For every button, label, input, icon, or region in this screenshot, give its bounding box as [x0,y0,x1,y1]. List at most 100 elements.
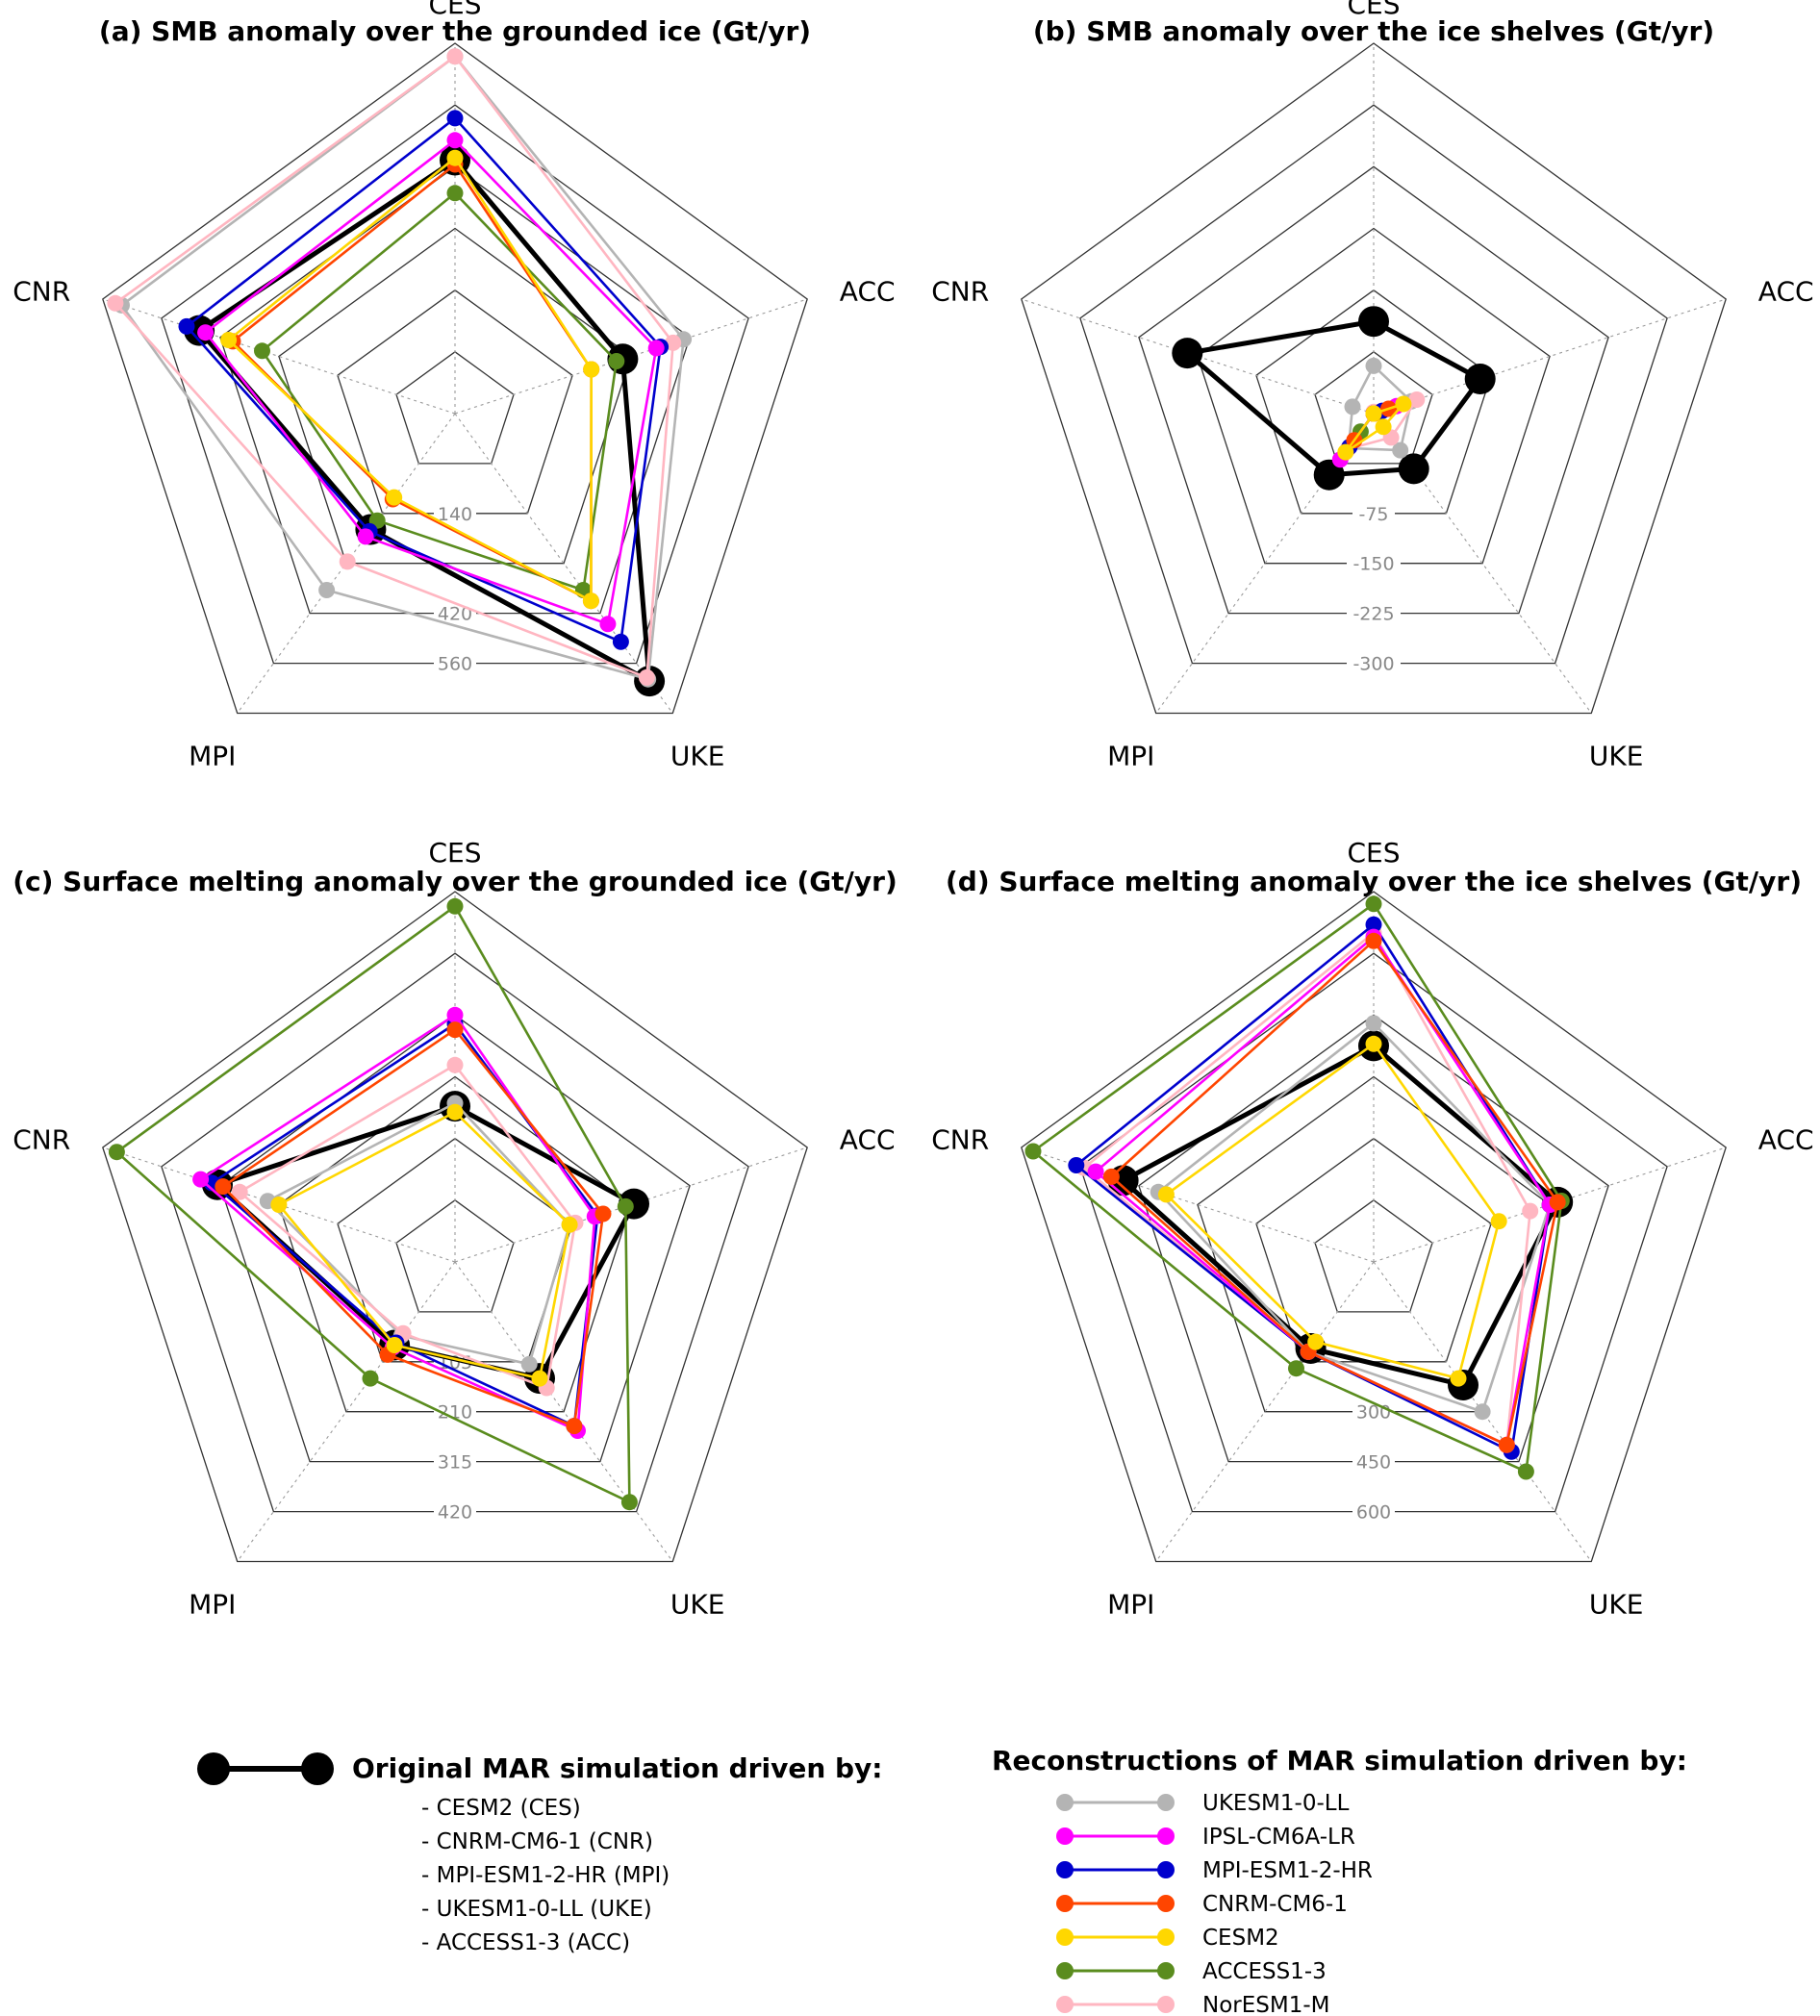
point-cnr [1365,405,1382,422]
legend-marker [1157,1794,1175,1811]
point-cnr [192,1171,210,1188]
point-ces [446,1021,464,1039]
point-ces [446,132,464,149]
point-ces [1365,916,1382,933]
series-line [115,904,631,1503]
legend-label: CESM2 [1202,1926,1279,1951]
series-line [1031,902,1563,1474]
legend-label: IPSL-CM6A-LR [1202,1825,1355,1850]
legend-original-title: Original MAR simulation driven by: [352,1752,883,1784]
point-mpi [362,1370,379,1387]
series-ukesm1-0-ll [259,1095,578,1373]
grid-ring [102,891,808,1563]
axis-label-ces: CES [1347,837,1400,869]
grid-ring [1314,1198,1433,1313]
point-uke [612,633,629,650]
series-line [1121,1043,1560,1388]
panel-title: (d) Surface melting anomaly over the ice… [946,866,1802,897]
legend-original-marker [197,1752,230,1785]
legend-marker [1056,1861,1074,1878]
legend-original-item: - MPI-ESM1-2-HR (MPI) [421,1863,670,1888]
point-ces [446,1103,464,1121]
grid-spoke [102,298,456,415]
legend-label: ACCESS1-3 [1202,1959,1327,1984]
tick-label: 560 [438,654,472,675]
legend-original-item: - CNRM-CM6-1 (CNR) [421,1829,653,1854]
series-line [210,1022,599,1427]
axis-label-ces: CES [428,0,481,20]
axis-label-ces: CES [428,837,481,869]
series-line [120,55,685,681]
series-line [1110,939,1559,1447]
legend-recon-item-ukesm1-0-ll: UKESM1-0-LL [1056,1791,1350,1816]
tick-label-bg [1352,1400,1395,1423]
legend-marker [1157,1827,1175,1845]
axis-label-cnr: CNR [13,1124,70,1156]
axis-label-cnr: CNR [13,276,70,308]
legend-marker [1157,1895,1175,1912]
point-ces [1358,306,1389,338]
grid-ring [1021,891,1727,1563]
point-cnr [231,1183,248,1200]
axis-label-mpi: MPI [1107,740,1154,771]
tick-label-bg [1347,552,1401,574]
legend-label: NorESM1-M [1202,1993,1330,2016]
series-line [1156,1021,1552,1413]
axis-label-uke: UKE [670,740,725,771]
legend-marker [1056,1895,1074,1912]
series-line [204,139,658,626]
point-acc [665,334,682,351]
grid-spoke [1373,298,1727,415]
legend-marker [1056,1928,1074,1946]
point-mpi [339,553,356,570]
point-uke [1450,1370,1467,1387]
point-ces [1365,1035,1382,1052]
grid-spoke [454,298,808,415]
tick-label-bg [434,1500,476,1523]
legend-recon-item-cesm2: CESM2 [1056,1926,1279,1951]
panel-title: (a) SMB anomaly over the grounded ice (G… [99,15,811,47]
point-cnr [1087,1163,1104,1180]
tick-label-bg [1347,602,1401,624]
panel-title: (c) Surface melting anomaly over the gro… [13,866,897,897]
point-uke [1517,1463,1534,1480]
grid-ring [102,42,808,715]
grid-ring [1138,165,1609,615]
tick-label-bg [434,1400,476,1423]
point-uke [638,668,655,686]
legend-marker [1056,1962,1074,1979]
point-cnr [107,294,124,312]
point-cnr [197,324,215,341]
tick-label-bg [1352,1450,1395,1473]
point-mpi [357,528,374,545]
legend-recon-item-access1-3: ACCESS1-3 [1056,1959,1327,1984]
panel-title: (b) SMB anomaly over the ice shelves (Gt… [1033,15,1714,47]
grid-spoke [1021,298,1375,415]
point-uke [1398,453,1429,485]
series-cesm2 [1337,395,1412,461]
radar-panel-c: (c) Surface melting anomaly over the gro… [13,837,897,1620]
grid-spoke [454,1147,808,1263]
point-mpi [386,489,403,506]
axis-label-acc: ACC [1758,276,1814,308]
point-cnr [108,1144,125,1161]
legend-original-item: - UKESM1-0-LL (UKE) [421,1897,652,1922]
grid-spoke [454,1261,673,1562]
legend-marker [1056,1794,1074,1811]
grid-spoke [237,413,456,714]
point-uke [1392,441,1409,459]
tick-label: 210 [438,1402,472,1424]
tick-label-bg [1352,502,1395,524]
point-acc [561,1216,578,1233]
point-acc [1395,395,1412,413]
point-acc [583,361,600,378]
point-ces [446,110,464,127]
series-line [185,116,662,643]
legend-original-item: - CESM2 (CES) [421,1796,581,1821]
series-cesm2 [1157,1035,1507,1387]
legend-recon-item-mpi-esm1-2-hr: MPI-ESM1-2-HR [1056,1858,1373,1883]
grid-ring [395,350,515,465]
tick-label: 450 [1356,1452,1391,1474]
axis-label-cnr: CNR [931,1124,989,1156]
point-cnr [254,342,270,360]
